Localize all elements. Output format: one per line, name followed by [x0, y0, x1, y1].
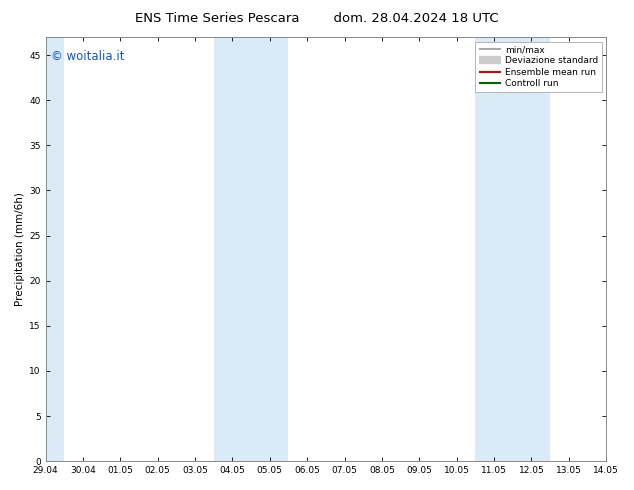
Text: ENS Time Series Pescara        dom. 28.04.2024 18 UTC: ENS Time Series Pescara dom. 28.04.2024 … [135, 12, 499, 25]
Bar [214, 37, 288, 461]
Y-axis label: Precipitation (mm/6h): Precipitation (mm/6h) [15, 192, 25, 306]
Bar [476, 37, 550, 461]
Legend: min/max, Deviazione standard, Ensemble mean run, Controll run: min/max, Deviazione standard, Ensemble m… [475, 42, 602, 92]
Text: © woitalia.it: © woitalia.it [51, 50, 125, 63]
Bar [46, 37, 64, 461]
